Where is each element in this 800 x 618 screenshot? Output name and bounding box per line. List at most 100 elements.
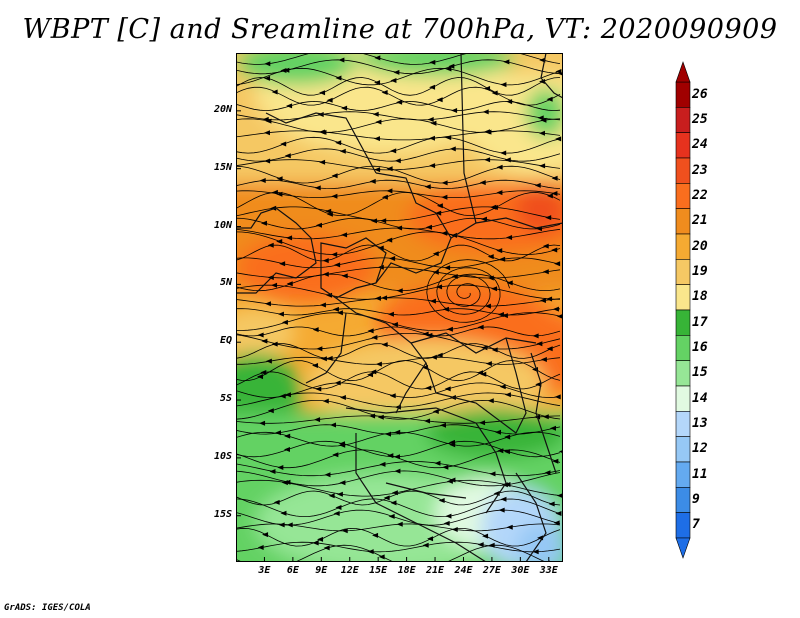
streamline-arrow bbox=[322, 271, 329, 277]
streamline-arrow bbox=[484, 303, 491, 309]
streamline-arrow bbox=[434, 460, 441, 466]
streamline bbox=[236, 461, 561, 477]
streamline-arrow bbox=[335, 75, 342, 81]
streamline-arrow bbox=[267, 242, 274, 248]
streamline-arrow bbox=[265, 118, 272, 124]
colorbar-segment bbox=[675, 436, 691, 463]
colorbar-level-label: 14 bbox=[692, 390, 708, 406]
streamline-arrow bbox=[432, 409, 439, 414]
streamline-arrow bbox=[259, 178, 266, 183]
streamline-arrow bbox=[556, 313, 563, 319]
streamline-arrow bbox=[393, 454, 400, 460]
streamline-arrow bbox=[499, 256, 506, 262]
colorbar-segment bbox=[675, 461, 691, 488]
streamline-arrow bbox=[388, 513, 395, 519]
streamline-arrow bbox=[326, 355, 333, 361]
streamline bbox=[236, 343, 561, 359]
lat-label: 10N bbox=[213, 219, 232, 231]
streamline-arrow bbox=[375, 361, 382, 367]
streamline-arrow bbox=[438, 498, 445, 503]
streamline bbox=[236, 360, 561, 382]
streamline-arrow bbox=[370, 369, 377, 375]
streamline-arrow bbox=[267, 408, 274, 414]
lon-label: 30E bbox=[511, 565, 530, 576]
streamline-arrow bbox=[550, 425, 557, 431]
streamline-arrow bbox=[277, 465, 284, 470]
streamline bbox=[236, 86, 561, 106]
streamline-arrow bbox=[331, 193, 338, 199]
streamline-arrow bbox=[542, 414, 549, 420]
streamline-arrow bbox=[264, 75, 271, 81]
streamline-arrow bbox=[280, 141, 287, 147]
streamline-arrow bbox=[444, 386, 451, 392]
streamline-arrow bbox=[451, 274, 458, 279]
streamline-arrow bbox=[440, 422, 447, 428]
streamline-arrow bbox=[271, 341, 278, 347]
streamline-arrow bbox=[369, 178, 376, 184]
lat-label: EQ bbox=[219, 335, 232, 347]
streamline-arrow bbox=[257, 545, 264, 550]
streamline-arrow bbox=[322, 398, 329, 404]
streamline-arrow bbox=[386, 166, 393, 172]
streamline bbox=[236, 111, 561, 121]
streamline-arrow bbox=[556, 493, 563, 499]
streamline-arrow bbox=[429, 84, 436, 90]
streamline-arrow bbox=[276, 239, 283, 244]
streamline-arrow bbox=[425, 224, 432, 230]
streamline-arrow bbox=[426, 332, 433, 338]
streamline-arrow bbox=[257, 332, 264, 338]
streamline-arrow bbox=[435, 210, 442, 216]
colorbar-segment bbox=[675, 183, 691, 209]
colorbar-max-arrow bbox=[675, 61, 691, 83]
colorbar-level-label: 24 bbox=[692, 137, 708, 153]
streamline-arrow bbox=[341, 105, 348, 111]
streamline-arrow bbox=[286, 103, 293, 109]
streamline bbox=[236, 130, 561, 141]
streamline-arrow bbox=[491, 347, 498, 353]
streamline-arrow bbox=[332, 452, 339, 458]
streamline-arrow bbox=[479, 420, 486, 426]
streamline bbox=[236, 217, 561, 230]
streamline-arrow bbox=[284, 433, 291, 439]
streamline-arrow bbox=[442, 464, 449, 470]
streamline-arrow bbox=[374, 80, 381, 86]
streamline-arrow bbox=[538, 130, 545, 136]
streamline-arrow bbox=[336, 310, 343, 316]
streamline-arrow bbox=[501, 313, 508, 319]
streamline-arrow bbox=[554, 261, 561, 267]
streamline-arrow bbox=[555, 136, 562, 142]
streamline-arrow bbox=[555, 69, 562, 74]
streamline-arrow bbox=[333, 511, 340, 516]
streamline-arrow bbox=[552, 306, 559, 312]
streamline-arrow bbox=[393, 69, 400, 75]
streamline-arrow bbox=[374, 167, 381, 173]
streamline-arrow bbox=[338, 57, 345, 63]
streamline-arrow bbox=[448, 63, 455, 69]
colorbar-segment bbox=[675, 157, 691, 184]
colorbar-segment bbox=[675, 360, 691, 387]
streamline-arrow bbox=[484, 86, 491, 91]
streamline-arrow bbox=[262, 532, 269, 538]
streamline bbox=[236, 244, 561, 262]
streamline-arrow bbox=[500, 82, 507, 88]
colorbar-segment bbox=[675, 385, 691, 412]
streamline-arrow bbox=[312, 540, 319, 546]
streamline-arrow bbox=[488, 542, 495, 548]
colorbar-segment bbox=[675, 284, 691, 311]
streamline bbox=[236, 371, 561, 390]
streamline-arrow bbox=[491, 286, 498, 292]
streamline-arrow bbox=[320, 356, 327, 362]
streamline bbox=[236, 544, 547, 562]
streamline bbox=[236, 53, 561, 65]
streamline-arrow bbox=[481, 345, 488, 351]
grads-credit: GrADS: IGES/COLA bbox=[4, 603, 91, 613]
streamline bbox=[236, 284, 561, 300]
streamline-arrow bbox=[331, 173, 338, 179]
streamline-arrow bbox=[322, 258, 329, 264]
colorbar-segment bbox=[675, 309, 691, 336]
colorbar-segment bbox=[675, 233, 691, 260]
streamline-arrow bbox=[441, 230, 448, 236]
streamline-arrow bbox=[387, 453, 394, 459]
streamline-arrow bbox=[484, 157, 491, 163]
streamline-arrow bbox=[427, 536, 434, 542]
